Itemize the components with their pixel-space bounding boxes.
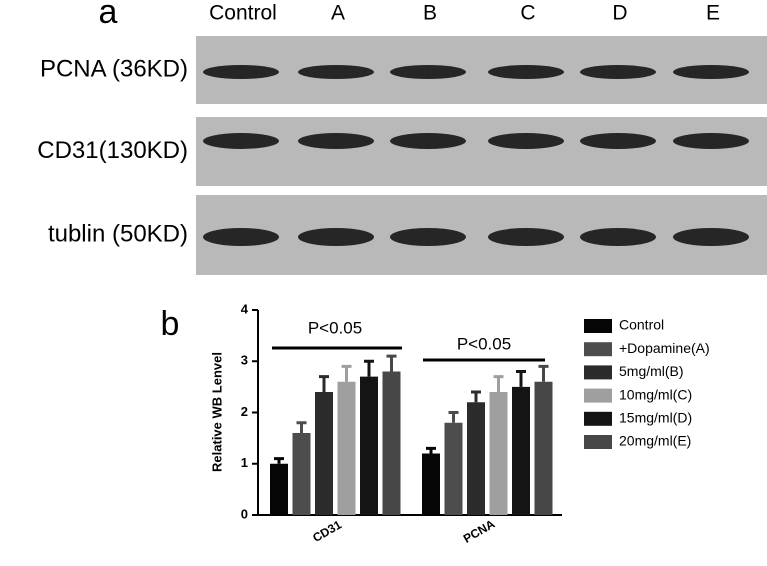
band: [390, 133, 466, 149]
band: [580, 65, 656, 79]
band: [203, 65, 279, 79]
y-tick-label: 0: [241, 506, 248, 521]
legend-swatch: [584, 411, 612, 426]
error-bar: [448, 411, 459, 423]
bar: [292, 433, 311, 515]
lane-label: D: [612, 2, 627, 25]
band: [488, 65, 564, 79]
error-bar: [426, 446, 436, 454]
band: [203, 228, 279, 246]
annotation: P<0.05: [308, 318, 362, 337]
band: [673, 65, 749, 79]
bar: [337, 381, 356, 515]
bar: [534, 381, 553, 515]
band: [298, 133, 374, 149]
band: [488, 133, 564, 149]
legend-label: +Dopamine(A): [619, 340, 710, 356]
band: [488, 228, 564, 246]
panel-label: b: [161, 305, 180, 343]
lane-label: Control: [209, 2, 277, 25]
lane-label: B: [423, 2, 437, 25]
legend-swatch: [584, 365, 612, 380]
band: [390, 228, 466, 246]
bar: [422, 453, 440, 515]
legend-swatch: [584, 319, 612, 333]
row-label: CD31(130KD): [37, 137, 188, 164]
y-tick-label: 2: [241, 404, 248, 419]
error-bar: [516, 370, 526, 387]
legend-label: 15mg/ml(D): [619, 410, 692, 426]
error-bar: [319, 375, 329, 392]
legend-label: 5mg/ml(B): [619, 363, 684, 379]
x-tick-label: PCNA: [461, 517, 498, 546]
bar: [467, 402, 485, 515]
y-tick-label: 3: [241, 353, 248, 368]
error-bar: [274, 457, 284, 464]
row-label: PCNA (36KD): [40, 55, 188, 82]
bar: [489, 392, 508, 515]
legend-label: 20mg/ml(E): [619, 433, 691, 449]
panel-label: a: [99, 0, 118, 31]
error-bar: [296, 421, 307, 433]
band: [673, 228, 749, 246]
band: [203, 133, 279, 149]
legend-swatch: [584, 388, 612, 403]
error-bar: [493, 375, 504, 392]
blot-strip: [196, 36, 767, 104]
y-axis-label: Relative WB Lenvel: [209, 352, 224, 472]
y-tick-label: 4: [241, 301, 249, 316]
lane-label: A: [331, 2, 345, 25]
band: [580, 133, 656, 149]
error-bar: [341, 364, 352, 382]
y-tick-label: 1: [241, 455, 248, 470]
band: [580, 228, 656, 246]
row-label: tublin (50KD): [48, 220, 188, 247]
band: [673, 133, 749, 149]
legend-label: Control: [619, 317, 664, 333]
bar: [382, 371, 401, 515]
error-bar: [364, 359, 374, 377]
band: [390, 65, 466, 79]
band: [298, 65, 374, 79]
error-bar: [471, 390, 481, 403]
annotation: P<0.05: [457, 334, 511, 353]
bar: [444, 422, 463, 515]
bar: [360, 376, 378, 515]
legend-swatch: [584, 342, 612, 357]
x-tick-label: CD31: [310, 517, 344, 545]
bar: [512, 386, 530, 515]
blot-strip: [196, 195, 767, 275]
error-bar: [386, 354, 397, 372]
legend-swatch: [584, 435, 612, 449]
band: [298, 228, 374, 246]
lane-label: C: [520, 2, 535, 25]
legend-label: 10mg/ml(C): [619, 386, 692, 402]
bar: [315, 392, 333, 515]
blot-strip: [196, 117, 767, 186]
lane-label: E: [706, 2, 720, 25]
bar: [270, 463, 288, 515]
error-bar: [538, 364, 549, 382]
